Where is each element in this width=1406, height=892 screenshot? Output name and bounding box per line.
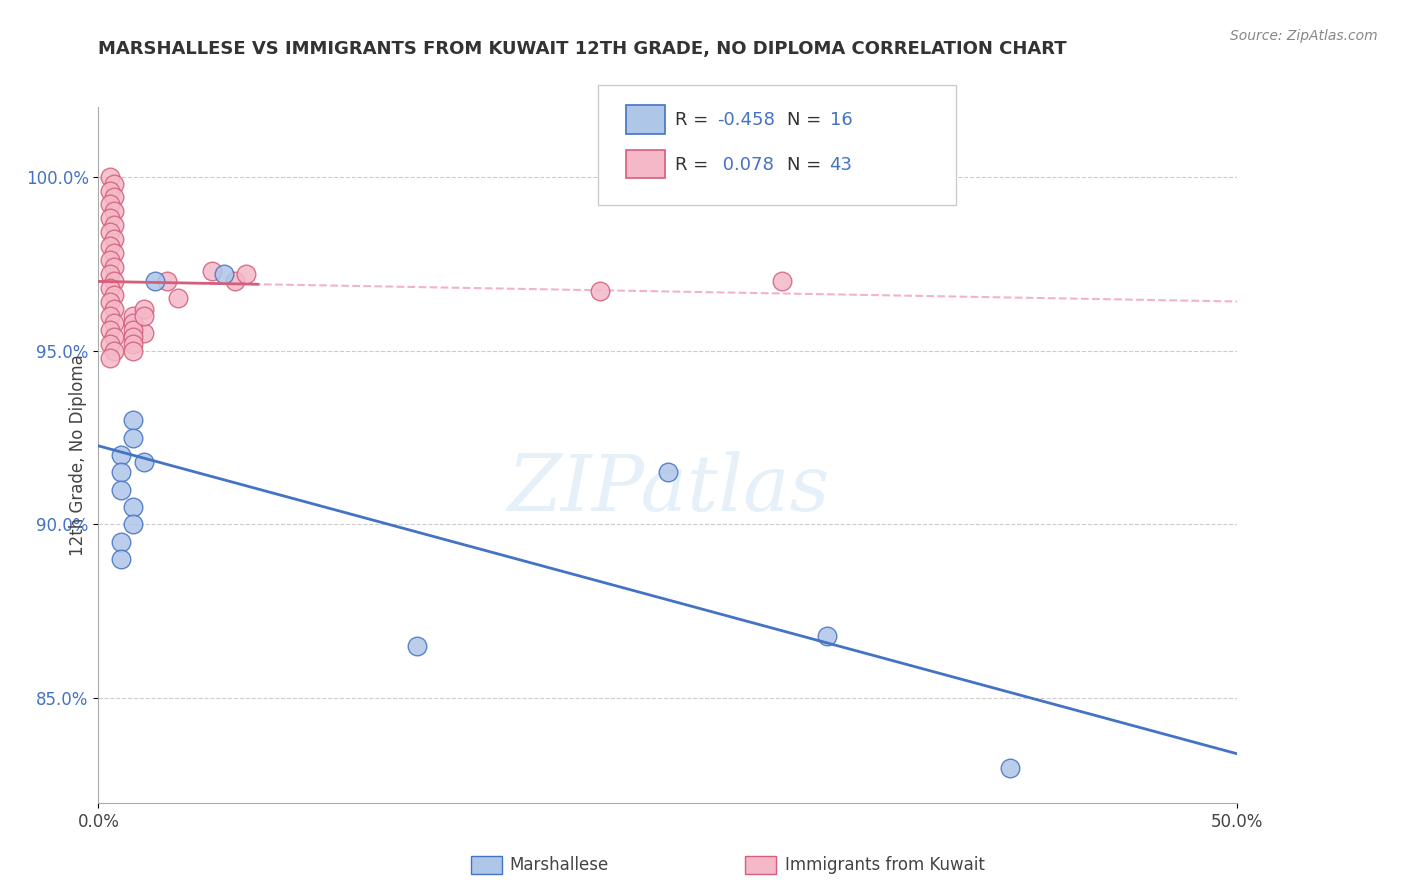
Point	[998, 761, 1021, 775]
Point	[121, 343, 143, 358]
Point	[98, 184, 121, 198]
Point	[110, 448, 132, 462]
Point	[98, 169, 121, 184]
Point	[156, 274, 179, 288]
Point	[103, 343, 125, 358]
Point	[103, 329, 125, 343]
Point	[588, 285, 610, 299]
Point	[98, 211, 121, 226]
Point	[235, 267, 257, 281]
Point	[132, 301, 155, 316]
Point	[815, 629, 838, 643]
Point	[121, 413, 143, 427]
Point	[121, 329, 143, 343]
Point	[121, 323, 143, 337]
Point	[657, 465, 679, 479]
Point	[121, 500, 143, 514]
Point	[103, 260, 125, 274]
Point	[110, 465, 132, 479]
Point	[103, 301, 125, 316]
Text: N =: N =	[787, 156, 827, 174]
Point	[98, 281, 121, 295]
Point	[98, 294, 121, 309]
Point	[98, 267, 121, 281]
Point	[132, 326, 155, 341]
Point	[770, 274, 793, 288]
Text: 0.078: 0.078	[717, 156, 773, 174]
Point	[145, 274, 167, 288]
Point	[103, 204, 125, 219]
Text: 43: 43	[830, 156, 852, 174]
Text: MARSHALLESE VS IMMIGRANTS FROM KUWAIT 12TH GRADE, NO DIPLOMA CORRELATION CHART: MARSHALLESE VS IMMIGRANTS FROM KUWAIT 12…	[98, 40, 1067, 58]
Text: R =: R =	[675, 156, 714, 174]
Text: R =: R =	[675, 112, 714, 129]
Text: ZIPatlas: ZIPatlas	[506, 451, 830, 528]
Point	[201, 263, 224, 277]
Text: N =: N =	[787, 112, 827, 129]
Point	[212, 267, 235, 281]
Point	[98, 239, 121, 253]
Text: Immigrants from Kuwait: Immigrants from Kuwait	[785, 856, 984, 874]
Y-axis label: 12th Grade, No Diploma: 12th Grade, No Diploma	[69, 354, 87, 556]
Point	[132, 455, 155, 469]
Point	[121, 316, 143, 330]
Point	[98, 197, 121, 211]
Point	[98, 253, 121, 268]
Point	[98, 336, 121, 351]
Point	[103, 246, 125, 260]
Point	[121, 430, 143, 444]
Text: -0.458: -0.458	[717, 112, 775, 129]
Point	[103, 177, 125, 191]
Point	[103, 288, 125, 302]
Point	[103, 316, 125, 330]
Point	[110, 483, 132, 497]
Point	[103, 232, 125, 246]
Point	[224, 274, 246, 288]
Point	[103, 219, 125, 233]
Point	[98, 351, 121, 365]
Point	[103, 274, 125, 288]
Text: Source: ZipAtlas.com: Source: ZipAtlas.com	[1230, 29, 1378, 43]
Point	[103, 190, 125, 204]
Point	[110, 534, 132, 549]
Point	[121, 336, 143, 351]
Point	[98, 225, 121, 239]
Point	[121, 517, 143, 532]
Point	[110, 552, 132, 566]
Point	[98, 309, 121, 323]
Point	[167, 292, 190, 306]
Point	[121, 309, 143, 323]
Point	[132, 309, 155, 323]
Text: Marshallese: Marshallese	[509, 856, 609, 874]
Text: 16: 16	[830, 112, 852, 129]
Point	[98, 323, 121, 337]
Point	[406, 639, 429, 653]
